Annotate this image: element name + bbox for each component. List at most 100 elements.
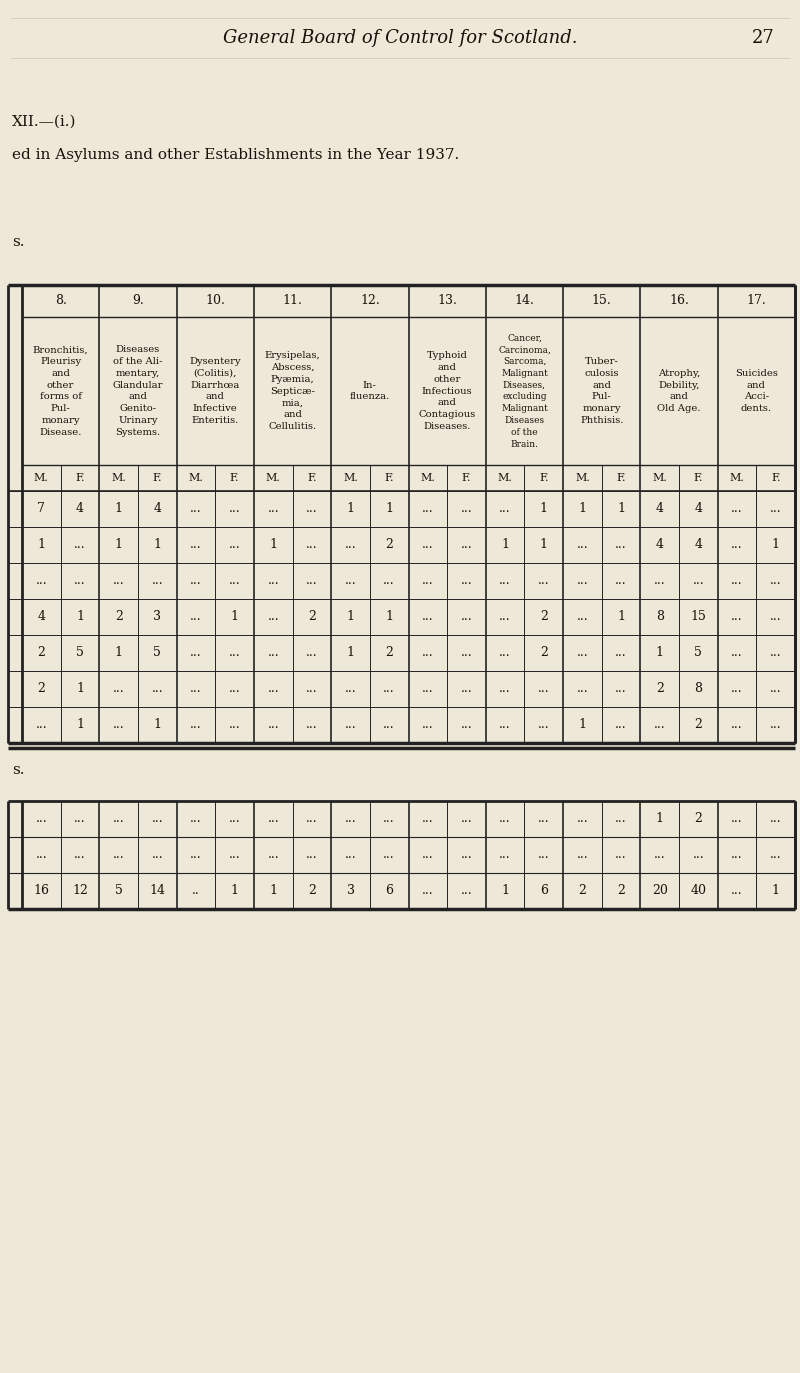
Text: ...: ... (306, 538, 318, 552)
Text: F.: F. (385, 474, 394, 483)
Text: 2: 2 (308, 611, 316, 623)
Text: F.: F. (771, 474, 781, 483)
Text: ...: ... (654, 574, 666, 588)
Text: ...: ... (615, 538, 627, 552)
Text: ...: ... (577, 574, 588, 588)
Text: 3: 3 (346, 884, 354, 898)
Text: ...: ... (306, 813, 318, 825)
Text: ...: ... (74, 849, 86, 861)
Text: 10.: 10. (206, 294, 225, 308)
Text: ...: ... (383, 718, 395, 732)
Text: ...: ... (113, 574, 125, 588)
Text: F.: F. (539, 474, 549, 483)
Text: ...: ... (577, 813, 588, 825)
Text: ...: ... (770, 813, 782, 825)
Text: ...: ... (267, 718, 279, 732)
Text: ...: ... (731, 718, 743, 732)
Text: 1: 1 (230, 611, 238, 623)
Text: ...: ... (113, 849, 125, 861)
Text: F.: F. (230, 474, 239, 483)
Text: ...: ... (461, 611, 472, 623)
Text: ...: ... (770, 574, 782, 588)
Text: ...: ... (306, 503, 318, 515)
Text: ...: ... (538, 718, 550, 732)
Text: ...: ... (35, 849, 47, 861)
Text: 1: 1 (346, 611, 354, 623)
Text: Cancer,
Carcinoma,
Sarcoma,
Malignant
Diseases,
excluding
Malignant
Diseases
of : Cancer, Carcinoma, Sarcoma, Malignant Di… (498, 334, 551, 449)
Text: 7: 7 (38, 503, 46, 515)
Text: 2: 2 (38, 682, 46, 696)
Text: ...: ... (190, 718, 202, 732)
Text: ...: ... (306, 849, 318, 861)
Text: ...: ... (267, 611, 279, 623)
Text: 14.: 14. (514, 294, 534, 308)
Text: ...: ... (229, 503, 240, 515)
Text: ...: ... (151, 813, 163, 825)
Text: 1: 1 (656, 813, 664, 825)
Text: 4: 4 (694, 503, 702, 515)
Text: General Board of Control for Scotland.: General Board of Control for Scotland. (222, 29, 578, 47)
Text: 8: 8 (694, 682, 702, 696)
Text: F.: F. (462, 474, 471, 483)
Text: Typhoid
and
other
Infectious
and
Contagious
Diseases.: Typhoid and other Infectious and Contagi… (418, 351, 476, 431)
Text: 1: 1 (578, 718, 586, 732)
Text: ...: ... (151, 849, 163, 861)
Text: 1: 1 (270, 538, 278, 552)
Text: ...: ... (113, 682, 125, 696)
Text: 1: 1 (540, 538, 548, 552)
Text: 8.: 8. (54, 294, 66, 308)
Text: ...: ... (422, 682, 434, 696)
Text: ...: ... (499, 813, 511, 825)
Text: ...: ... (267, 682, 279, 696)
Text: ...: ... (770, 503, 782, 515)
Text: 40: 40 (690, 884, 706, 898)
Text: ...: ... (461, 538, 472, 552)
Text: 4: 4 (656, 538, 664, 552)
Text: ...: ... (267, 503, 279, 515)
Text: ...: ... (731, 574, 743, 588)
Text: 8: 8 (656, 611, 664, 623)
Text: ...: ... (693, 849, 704, 861)
Text: ...: ... (770, 611, 782, 623)
Text: ...: ... (731, 884, 743, 898)
Text: ...: ... (151, 574, 163, 588)
Text: 16.: 16. (669, 294, 689, 308)
Text: 27: 27 (752, 29, 775, 47)
Text: 17.: 17. (746, 294, 766, 308)
Text: 4: 4 (154, 503, 162, 515)
Text: 2: 2 (308, 884, 316, 898)
Text: ...: ... (731, 813, 743, 825)
Text: 1: 1 (154, 538, 162, 552)
Text: 2: 2 (114, 611, 122, 623)
Text: M.: M. (34, 474, 49, 483)
Text: ...: ... (615, 849, 627, 861)
Text: ...: ... (770, 718, 782, 732)
Text: ...: ... (499, 718, 511, 732)
Text: 2: 2 (617, 884, 625, 898)
Text: 1: 1 (501, 884, 509, 898)
Text: M.: M. (652, 474, 667, 483)
Text: Tuber-
culosis
and
Pul-
monary
Phthisis.: Tuber- culosis and Pul- monary Phthisis. (580, 357, 623, 426)
Text: 1: 1 (772, 538, 780, 552)
Text: ...: ... (190, 849, 202, 861)
Text: ...: ... (731, 538, 743, 552)
Text: 1: 1 (270, 884, 278, 898)
Text: ...: ... (461, 813, 472, 825)
Text: 1: 1 (656, 647, 664, 659)
Text: Suicides
and
Acci-
dents.: Suicides and Acci- dents. (735, 369, 778, 413)
Text: Dysentery
(Colitis),
Diarrhœa
and
Infective
Enteritis.: Dysentery (Colitis), Diarrhœa and Infect… (190, 357, 241, 426)
Text: ...: ... (615, 647, 627, 659)
Text: ...: ... (229, 849, 240, 861)
Text: 5: 5 (694, 647, 702, 659)
Text: ...: ... (615, 718, 627, 732)
Text: ...: ... (731, 611, 743, 623)
Text: ...: ... (151, 682, 163, 696)
Text: ...: ... (422, 574, 434, 588)
Text: ...: ... (229, 718, 240, 732)
Text: 2: 2 (656, 682, 664, 696)
Text: ...: ... (306, 647, 318, 659)
Text: 12.: 12. (360, 294, 380, 308)
Text: ...: ... (267, 813, 279, 825)
Text: ...: ... (190, 538, 202, 552)
Text: ...: ... (306, 682, 318, 696)
